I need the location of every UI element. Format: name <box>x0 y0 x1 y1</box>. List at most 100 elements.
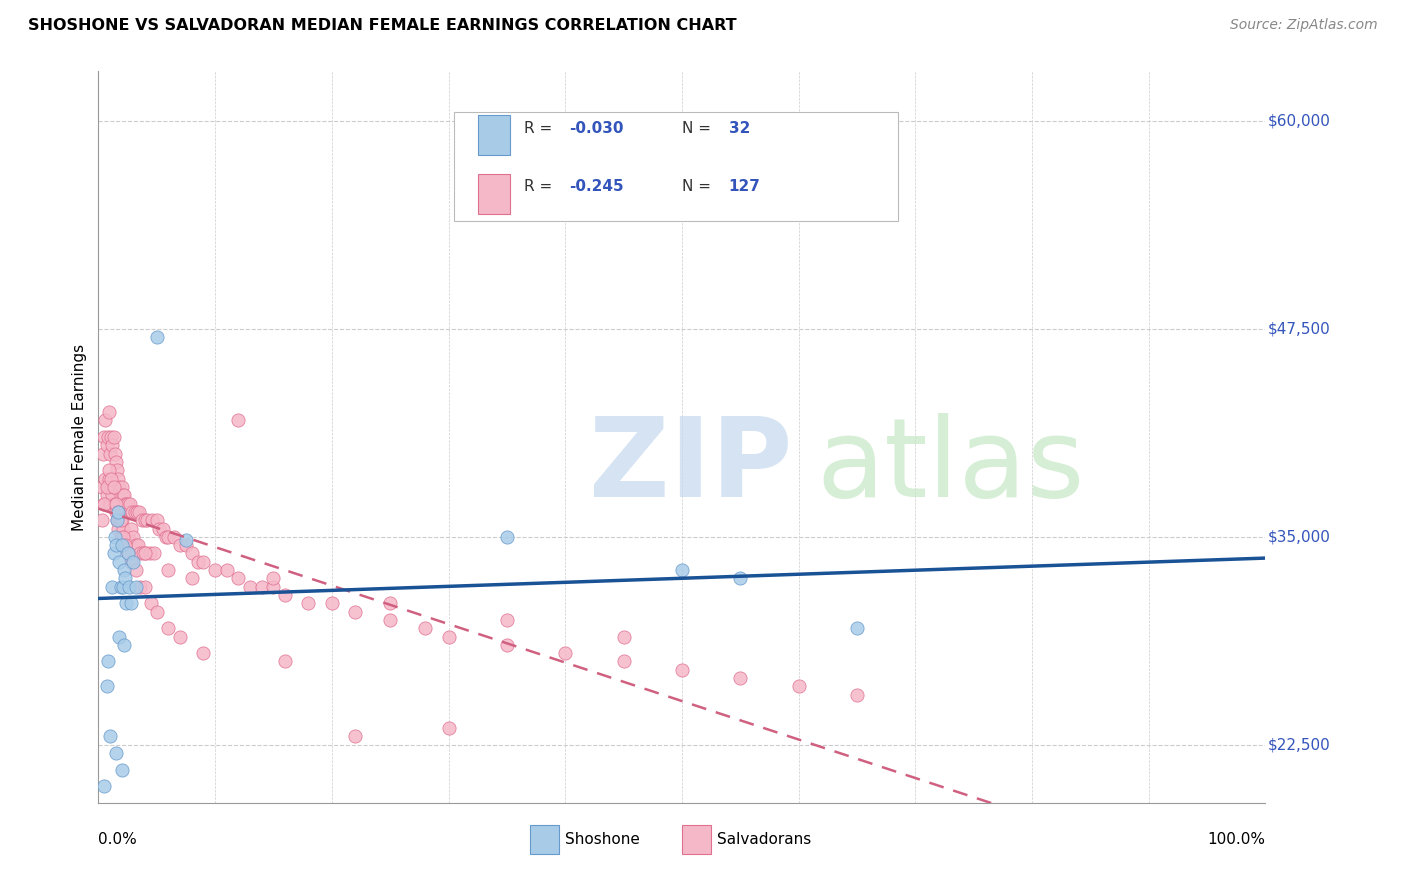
Point <box>107 505 129 519</box>
Text: $22,500: $22,500 <box>1268 737 1330 752</box>
Point <box>146 605 169 619</box>
Point <box>107 472 129 486</box>
Point <box>101 438 124 452</box>
Point <box>118 505 141 519</box>
Point <box>107 521 129 535</box>
Point <box>135 546 157 560</box>
Point <box>124 505 146 519</box>
Point <box>496 638 519 652</box>
Point <box>215 563 238 577</box>
Point <box>146 330 169 344</box>
Point <box>239 580 262 594</box>
Point <box>127 538 149 552</box>
Point <box>96 480 118 494</box>
Point <box>115 497 138 511</box>
Point <box>110 513 132 527</box>
Point <box>174 538 197 552</box>
Point <box>104 746 127 760</box>
Point <box>180 571 202 585</box>
Point <box>115 596 138 610</box>
Point <box>111 580 134 594</box>
Point <box>100 480 122 494</box>
Point <box>157 530 180 544</box>
Point <box>115 530 138 544</box>
Point <box>193 646 215 660</box>
Point <box>117 497 139 511</box>
Point <box>104 497 127 511</box>
Point <box>129 546 152 560</box>
Point <box>128 505 150 519</box>
Point <box>134 513 156 527</box>
Point <box>103 480 125 494</box>
Point <box>846 688 869 702</box>
Point <box>111 480 134 494</box>
Point <box>122 530 145 544</box>
Point <box>114 538 136 552</box>
Text: R =: R = <box>524 120 558 136</box>
Text: 32: 32 <box>728 120 749 136</box>
Text: Shoshone: Shoshone <box>565 832 640 847</box>
Text: ZIP: ZIP <box>589 413 792 520</box>
Point <box>169 630 191 644</box>
Point <box>105 463 128 477</box>
Text: Salvadorans: Salvadorans <box>717 832 811 847</box>
Point <box>90 480 112 494</box>
Point <box>787 680 810 694</box>
Text: N =: N = <box>682 179 716 194</box>
Point <box>112 638 135 652</box>
Point <box>157 563 180 577</box>
Point <box>134 546 156 560</box>
Point <box>321 596 343 610</box>
Point <box>104 497 127 511</box>
Point <box>118 497 141 511</box>
Point <box>129 580 152 594</box>
Point <box>90 513 112 527</box>
Point <box>112 488 135 502</box>
Point <box>122 555 145 569</box>
Point <box>344 729 367 743</box>
Point <box>730 671 752 685</box>
Point <box>111 513 134 527</box>
Point <box>613 630 636 644</box>
Point <box>117 530 139 544</box>
Point <box>152 521 174 535</box>
Point <box>104 505 127 519</box>
Point <box>110 488 132 502</box>
Point <box>108 630 131 644</box>
Point <box>139 596 162 610</box>
Point <box>97 472 120 486</box>
Text: R =: R = <box>524 179 558 194</box>
Point <box>131 513 153 527</box>
Point <box>250 580 273 594</box>
Y-axis label: Median Female Earnings: Median Female Earnings <box>72 343 87 531</box>
Point <box>180 546 202 560</box>
Point <box>120 555 142 569</box>
Text: $47,500: $47,500 <box>1268 321 1330 336</box>
Point <box>114 497 136 511</box>
Point <box>108 555 131 569</box>
Point <box>143 546 166 560</box>
Text: atlas: atlas <box>815 413 1084 520</box>
Point <box>134 580 156 594</box>
Text: $60,000: $60,000 <box>1268 114 1330 128</box>
Bar <box>530 825 560 854</box>
Point <box>671 663 693 677</box>
Point <box>380 596 402 610</box>
Point <box>96 488 118 502</box>
Point <box>496 530 519 544</box>
Point <box>132 546 155 560</box>
Point <box>107 505 129 519</box>
Point <box>94 413 117 427</box>
Point <box>204 563 226 577</box>
Point <box>97 430 120 444</box>
Text: 127: 127 <box>728 179 761 194</box>
Point <box>100 430 122 444</box>
Point <box>193 555 215 569</box>
Point <box>262 580 284 594</box>
Point <box>97 463 120 477</box>
Point <box>262 571 284 585</box>
FancyBboxPatch shape <box>454 112 898 221</box>
Point <box>125 505 148 519</box>
Point <box>93 497 115 511</box>
Point <box>98 497 121 511</box>
